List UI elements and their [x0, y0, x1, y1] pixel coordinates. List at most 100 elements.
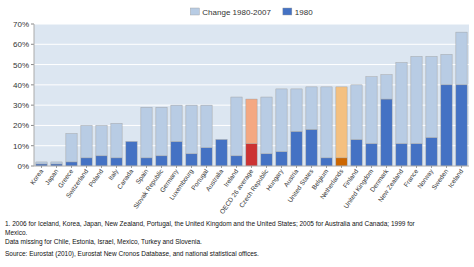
bar: [81, 158, 92, 166]
x-tick: [296, 166, 297, 168]
bar: [216, 140, 227, 166]
bar: [171, 105, 182, 142]
x-tick: [206, 166, 207, 168]
x-tick: [266, 166, 267, 168]
bar: [231, 156, 242, 166]
x-tick: [101, 166, 102, 168]
bar: [411, 56, 422, 143]
bar: [141, 107, 152, 158]
x-tick: [116, 166, 117, 168]
y-tick-label: 10%: [13, 142, 29, 151]
bar: [366, 144, 377, 166]
x-tick: [356, 166, 357, 168]
bar: [306, 129, 317, 166]
grid-line: [34, 44, 469, 45]
x-tick: [71, 166, 72, 168]
bar: [276, 89, 287, 152]
bar: [96, 125, 107, 155]
chart: 0%10%20%30%40%50%60%70%KoreaJapanGreeceS…: [0, 0, 474, 267]
x-tick: [281, 166, 282, 168]
bar: [51, 162, 62, 164]
bar: [66, 134, 77, 162]
bar: [396, 63, 407, 144]
x-tick-label: Canada: [116, 167, 135, 190]
x-tick: [86, 166, 87, 168]
bar: [171, 142, 182, 166]
x-tick: [446, 166, 447, 168]
y-axis: [34, 24, 35, 166]
x-tick: [176, 166, 177, 168]
x-tick-label: Hungary: [264, 167, 285, 192]
bar: [156, 156, 167, 166]
x-tick-label: Sweden: [430, 167, 449, 191]
bar: [456, 32, 467, 85]
bar: [396, 144, 407, 166]
bar: [156, 107, 167, 156]
bar: [126, 142, 137, 166]
x-tick: [326, 166, 327, 168]
bar: [276, 152, 287, 166]
legend-item: 1980: [283, 8, 313, 17]
legend-swatch: [190, 8, 199, 15]
x-tick: [386, 166, 387, 168]
x-tick-label: Netherlands: [318, 167, 344, 200]
x-tick-label: Italy: [107, 167, 121, 182]
bar: [336, 87, 347, 158]
x-tick-label: Australia: [204, 167, 224, 192]
x-tick: [41, 166, 42, 168]
bar: [66, 162, 77, 166]
legend: Change 1980-2007 1980: [190, 8, 313, 17]
bar: [246, 99, 257, 144]
footnote: 1. 2006 for Iceland, Korea, Japan, New Z…: [5, 220, 416, 228]
x-tick-label: Korea: [29, 167, 45, 186]
bar: [216, 139, 227, 140]
legend-swatch: [283, 8, 292, 15]
bar: [36, 162, 47, 164]
y-tick-label: 0%: [17, 162, 29, 171]
bar: [291, 89, 302, 132]
bar: [111, 123, 122, 157]
legend-label: Change 1980-2007: [202, 8, 271, 17]
grid-line: [34, 24, 469, 25]
bar: [381, 75, 392, 99]
footnote: Source: Eurostat (2010), Eurostat New Cr…: [5, 250, 259, 258]
x-tick: [236, 166, 237, 168]
bar: [441, 85, 452, 166]
bar: [351, 85, 362, 140]
bar: [186, 154, 197, 166]
footnote: Data missing for Chile, Estonia, Israel,…: [5, 238, 202, 246]
x-tick-label: New Zealand: [377, 167, 405, 203]
x-tick-label: Poland: [87, 167, 105, 188]
bar: [366, 77, 377, 144]
x-tick-label: Switzerland: [64, 167, 89, 199]
bar: [141, 158, 152, 166]
bar: [96, 156, 107, 166]
x-tick: [311, 166, 312, 168]
x-tick: [341, 166, 342, 168]
bar: [261, 154, 272, 166]
footnote: Mexico.: [5, 229, 28, 236]
bar: [426, 56, 437, 137]
x-tick: [131, 166, 132, 168]
bar: [321, 87, 332, 158]
bar: [336, 158, 347, 166]
bar: [126, 141, 137, 142]
y-tick-label: 70%: [13, 20, 29, 29]
bar: [111, 158, 122, 166]
x-tick: [431, 166, 432, 168]
bar: [261, 97, 272, 154]
bar: [201, 148, 212, 166]
y-tick-label: 40%: [13, 81, 29, 90]
bar: [186, 105, 197, 154]
bar: [306, 87, 317, 130]
legend-label: 1980: [295, 8, 313, 17]
bar: [456, 85, 467, 166]
y-tick-label: 30%: [13, 101, 29, 110]
y-tick-label: 20%: [13, 121, 29, 130]
x-tick: [401, 166, 402, 168]
x-tick-label: Iceland: [447, 167, 465, 188]
bar: [231, 97, 242, 156]
x-tick: [371, 166, 372, 168]
bar: [411, 144, 422, 166]
x-tick: [161, 166, 162, 168]
